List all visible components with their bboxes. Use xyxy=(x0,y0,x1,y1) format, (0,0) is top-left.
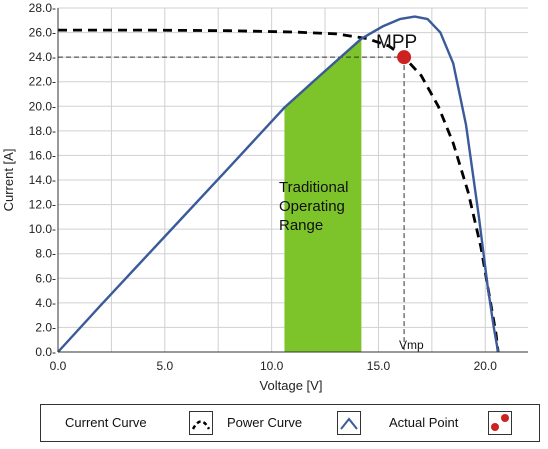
red-dots-icon-graphic xyxy=(491,414,509,431)
chart: 0.0 5.0 10.0 15.0 20.0 0.0- 2.0- 4.0- 6.0- 8.0- 10… xyxy=(1,1,528,393)
y-tick-label: 18.0- xyxy=(29,124,56,138)
x-tick-label: 10.0 xyxy=(260,359,284,373)
y-tick-label: 8.0- xyxy=(35,247,56,261)
red-dots-icon xyxy=(488,411,512,435)
solid-arc-icon-graphic xyxy=(340,417,358,430)
y-tick-label: 2.0- xyxy=(35,320,56,334)
y-tick-label: 16.0- xyxy=(29,148,56,162)
annotations: Traditional Operating Range MPP Vmp xyxy=(279,32,424,352)
y-tick-label: 26.0- xyxy=(29,26,56,40)
legend: Current Curve Power Curve Actual Point xyxy=(40,404,540,442)
range-label-line-2: Operating xyxy=(279,198,345,215)
x-tick-label: 20.0 xyxy=(474,359,498,373)
x-tick-label: 5.0 xyxy=(156,359,173,373)
y-tick-label: 12.0- xyxy=(29,198,56,212)
y-tick-label: 24.0- xyxy=(29,50,56,64)
solid-arc-icon xyxy=(337,411,361,435)
legend-label-current-curve: Current Curve xyxy=(65,415,147,430)
mpp-reference-lines xyxy=(58,56,405,352)
y-tick-label: 22.0- xyxy=(29,75,56,89)
axes xyxy=(57,8,528,353)
y-tick-label: 20.0- xyxy=(29,99,56,113)
mpp-label: MPP xyxy=(376,32,417,53)
y-tick-label: 28.0- xyxy=(29,1,56,15)
y-axis-label: Current [A] xyxy=(1,149,16,212)
x-axis-label: Voltage [V] xyxy=(260,378,323,393)
vmp-label: Vmp xyxy=(399,338,424,352)
legend-label-power-curve: Power Curve xyxy=(227,415,303,430)
legend-label-actual-point: Actual Point xyxy=(389,415,459,430)
y-tick-label: 0.0- xyxy=(35,345,56,359)
y-tick-label: 6.0- xyxy=(35,271,56,285)
x-tick-label: 15.0 xyxy=(367,359,391,373)
dashed-arc-icon-graphic xyxy=(191,420,211,430)
y-tick-label: 14.0- xyxy=(29,173,56,187)
y-tick-label: 10.0- xyxy=(29,222,56,236)
series-group xyxy=(57,15,500,353)
tick-labels: 0.0 5.0 10.0 15.0 20.0 0.0- 2.0- 4.0- 6.0- 8.0- 10… xyxy=(29,1,498,373)
dashed-arc-icon xyxy=(189,411,213,435)
current-curve-line xyxy=(58,28,500,353)
operating-range-area xyxy=(284,38,362,352)
range-label-line-1: Traditional xyxy=(279,179,348,196)
operating-range-highlight xyxy=(284,38,362,352)
range-label-line-3: Range xyxy=(279,217,323,234)
x-tick-label: 0.0 xyxy=(50,359,67,373)
mpp-point xyxy=(397,50,412,65)
power-curve-line xyxy=(57,15,500,353)
y-tick-label: 4.0- xyxy=(35,296,56,310)
